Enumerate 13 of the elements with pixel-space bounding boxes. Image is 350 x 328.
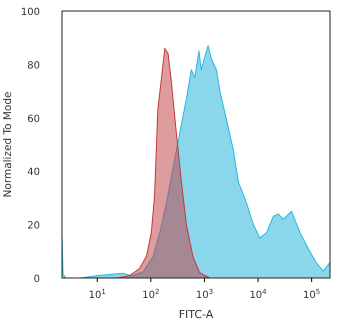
y-axis-title: Normalized To Mode	[2, 92, 14, 198]
x-tick-label: 10$^{5}$	[303, 288, 320, 301]
x-tick-label: 10$^{1}$	[88, 288, 106, 301]
x-tick-label: 10$^{4}$	[249, 288, 268, 301]
y-tick-label: 80	[27, 60, 40, 72]
x-tick-label: 10$^{3}$	[196, 288, 214, 301]
y-tick-label: 60	[27, 114, 40, 125]
x-axis-title: FITC-A	[178, 308, 214, 321]
y-tick-label: 20	[27, 220, 40, 232]
y-tick-label: 40	[27, 167, 40, 178]
x-tick-label: 10$^{2}$	[142, 288, 160, 301]
y-tick-label: 0	[34, 274, 40, 285]
y-tick-label: 100	[20, 7, 40, 18]
